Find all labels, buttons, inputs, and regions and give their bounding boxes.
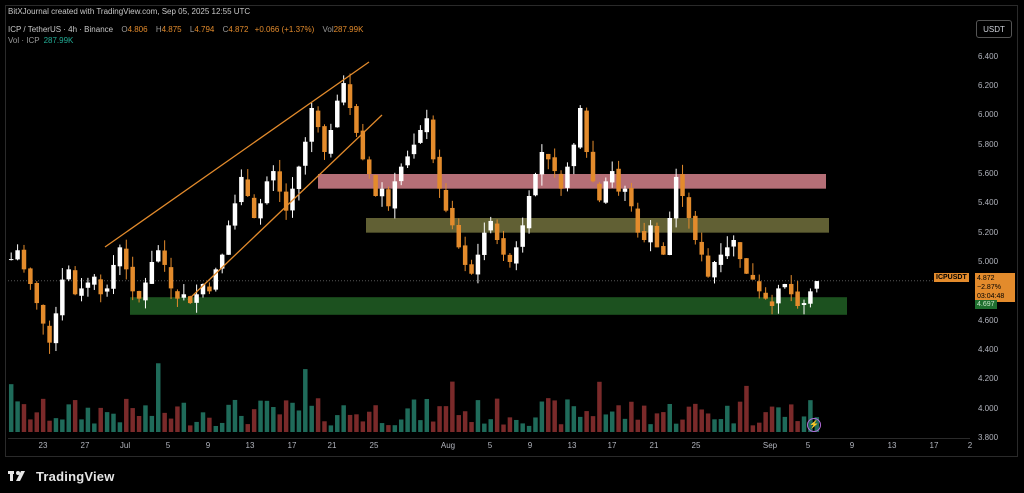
volume-legend[interactable]: Vol · ICP 287.99K xyxy=(8,36,73,45)
low-value: 4.794 xyxy=(194,25,215,34)
price-tick-label: 5.400 xyxy=(978,198,999,208)
high-key: H xyxy=(155,25,162,34)
price-tick-label: 4.200 xyxy=(978,374,999,384)
tradingview-logo-icon xyxy=(8,471,25,481)
time-tick-label: 13 xyxy=(887,441,897,450)
price-tick-label: 5.000 xyxy=(978,257,999,266)
time-tick-label: 17 xyxy=(287,441,297,450)
price-tick-label: 6.400 xyxy=(978,51,999,61)
high-value: 4.875 xyxy=(161,25,182,34)
price-marker-price: 4.872 xyxy=(977,275,995,282)
time-tick-label: 17 xyxy=(929,441,939,450)
price-marker-symbol-text: ICPUSDT xyxy=(934,273,969,282)
price-tick-label: 6.000 xyxy=(978,110,999,120)
time-tick-label: 17 xyxy=(607,441,617,450)
lightning-icon[interactable]: ⚡ xyxy=(807,418,821,432)
time-tick-label: 9 xyxy=(849,441,855,450)
change-value: +0.066 (+1.37%) xyxy=(254,25,315,34)
time-tick-label: Sep xyxy=(762,441,778,450)
time-tick-label: Jul xyxy=(119,441,131,450)
price-axis[interactable]: 6.400 6.200 6.000 5.800 5.600 5.400 5.200 5.000… xyxy=(970,42,1016,442)
chart-frame xyxy=(5,5,1018,457)
currency-button[interactable]: USDT xyxy=(976,20,1012,38)
time-tick-label: 9 xyxy=(527,441,533,450)
time-tick-label: 9 xyxy=(205,441,211,450)
ohlc-legend: ICP / TetherUS · 4h · Binance O4.806 H4.… xyxy=(8,25,363,34)
tradingview-brand[interactable]: TradingView xyxy=(36,468,115,484)
price-marker-change: −2.87% xyxy=(977,284,1001,291)
time-tick-label: 5 xyxy=(487,441,493,450)
time-tick-label: 13 xyxy=(245,441,255,450)
time-tick-label: 25 xyxy=(691,441,701,450)
price-tick-label: 5.200 xyxy=(978,227,999,237)
price-tick-label: 5.800 xyxy=(978,139,999,149)
close-value: 4.872 xyxy=(228,25,249,34)
footer: TradingView xyxy=(8,466,115,486)
price-marker: 4.872 −2.87% 03:04:48 xyxy=(975,273,1015,302)
symbol-label[interactable]: ICP / TetherUS · 4h · Binance xyxy=(8,25,114,34)
time-tick-label: 27 xyxy=(80,441,90,450)
support-price-tag: 4.697 xyxy=(975,300,997,309)
time-tick-label: Aug xyxy=(440,441,456,450)
price-tick-label: 4.600 xyxy=(978,315,999,325)
volume-series-label: Vol · ICP xyxy=(8,36,40,45)
time-tick-label: 21 xyxy=(327,441,337,450)
volume-series-value: 287.99K xyxy=(43,36,74,45)
price-tick-label: 4.400 xyxy=(978,345,999,354)
price-marker-countdown: 03:04:48 xyxy=(977,293,1005,300)
time-tick-label: 23 xyxy=(38,441,48,450)
open-value: 4.806 xyxy=(127,25,148,34)
price-tick-label: 6.200 xyxy=(978,81,999,90)
time-tick-label: 21 xyxy=(649,441,659,450)
time-axis[interactable]: 23 27 Jul 5 9 13 17 21 25 Aug 5 9 13 17 21 25 Sep 5 9 13 17 2 xyxy=(8,438,973,453)
time-tick-label: 2 xyxy=(967,441,973,450)
time-tick-label: 5 xyxy=(805,441,811,450)
time-tick-label: 25 xyxy=(369,441,379,450)
price-tick-label: 4.000 xyxy=(978,403,999,413)
close-key: C xyxy=(222,25,229,34)
time-tick-label: 5 xyxy=(165,441,171,450)
low-key: L xyxy=(189,25,195,34)
attribution-text: BitXJournal created with TradingView.com… xyxy=(8,7,251,16)
price-tick-label: 3.800 xyxy=(978,433,999,442)
time-tick-label: 13 xyxy=(567,441,577,450)
open-key: O xyxy=(121,25,128,34)
vol-key: Vol xyxy=(322,25,334,34)
vol-value: 287.99K xyxy=(333,25,364,34)
price-tick-label: 5.600 xyxy=(978,169,999,178)
